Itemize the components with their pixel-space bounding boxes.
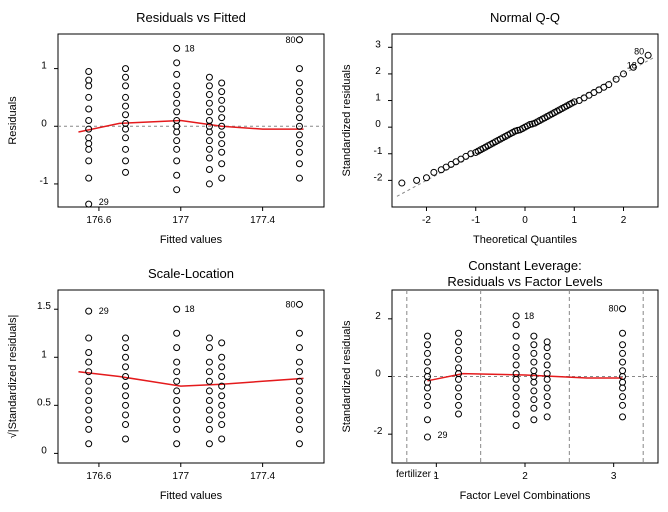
svg-text:0: 0 (375, 119, 381, 130)
svg-text:Residuals: Residuals (7, 96, 19, 145)
svg-text:176.6: 176.6 (86, 471, 111, 482)
svg-text:18: 18 (627, 61, 637, 71)
svg-text:177.4: 177.4 (250, 215, 275, 226)
svg-text:177: 177 (172, 215, 189, 226)
svg-text:29: 29 (99, 197, 109, 207)
svg-text:0.5: 0.5 (37, 397, 51, 408)
svg-text:1: 1 (375, 93, 381, 104)
svg-text:2: 2 (375, 66, 381, 77)
diagnostic-plot-grid: 176.6 177 177.4 -1 0 1 Residuals vs Fitted Fitt… (0, 0, 668, 502)
svg-text:-2: -2 (374, 172, 383, 183)
svg-text:-1: -1 (40, 176, 49, 187)
svg-text:29: 29 (99, 306, 109, 316)
svg-text:2: 2 (522, 471, 528, 482)
svg-text:-1: -1 (471, 215, 480, 226)
svg-text:Normal Q-Q: Normal Q-Q (490, 10, 560, 25)
svg-text:0: 0 (522, 215, 528, 226)
svg-text:-1: -1 (374, 146, 383, 157)
svg-text:0: 0 (41, 445, 47, 456)
panel-scale-location: 176.6 177 177.4 0 0.5 1 1.5 Scale-Location Fitte… (0, 256, 334, 512)
svg-text:18: 18 (185, 43, 195, 53)
svg-text:Standardized residuals: Standardized residuals (341, 64, 353, 176)
svg-text:29: 29 (437, 430, 447, 440)
panel-residuals-vs-fitted: 176.6 177 177.4 -1 0 1 Residuals vs Fitted Fitt… (0, 0, 334, 256)
svg-text:176.6: 176.6 (86, 215, 111, 226)
svg-text:2: 2 (621, 215, 627, 226)
svg-text:Factor Level Combinations: Factor Level Combinations (460, 490, 591, 502)
svg-text:Standardized residuals: Standardized residuals (341, 320, 353, 432)
svg-text:80: 80 (634, 46, 644, 56)
svg-text:Scale-Location: Scale-Location (148, 266, 234, 281)
svg-text:-2: -2 (374, 426, 383, 437)
svg-text:Fitted values: Fitted values (160, 490, 223, 502)
svg-text:177: 177 (172, 471, 189, 482)
svg-text:1.5: 1.5 (37, 301, 51, 312)
svg-text:√|Standardized residuals|: √|Standardized residuals| (7, 315, 19, 439)
svg-text:2: 2 (375, 311, 381, 322)
svg-text:0: 0 (41, 118, 47, 129)
svg-text:0: 0 (375, 369, 381, 380)
svg-text:Constant Leverage:: Constant Leverage: (468, 258, 581, 273)
svg-text:80: 80 (285, 299, 295, 309)
svg-text:1: 1 (41, 349, 47, 360)
svg-text:80: 80 (285, 35, 295, 45)
svg-text:1: 1 (571, 215, 577, 226)
svg-text:fertilizer :: fertilizer : (396, 469, 437, 480)
panel-normal-qq: -2 -1 0 1 2 -2 -1 0 1 2 3 Normal Q-Q Theoretical Qua… (334, 0, 668, 256)
svg-text:Theoretical Quantiles: Theoretical Quantiles (473, 234, 577, 246)
svg-text:Residuals vs Factor Levels: Residuals vs Factor Levels (447, 274, 603, 289)
svg-text:18: 18 (185, 304, 195, 314)
svg-text:Fitted values: Fitted values (160, 234, 223, 246)
svg-text:80: 80 (609, 304, 619, 314)
svg-text:3: 3 (611, 471, 617, 482)
svg-text:177.4: 177.4 (250, 471, 275, 482)
svg-text:3: 3 (375, 39, 381, 50)
svg-text:1: 1 (41, 61, 47, 72)
panel-residuals-vs-leverage: 123-202Constant Leverage:Residuals vs Fa… (334, 256, 668, 512)
svg-text:Residuals vs Fitted: Residuals vs Fitted (136, 10, 246, 25)
svg-text:-2: -2 (422, 215, 431, 226)
svg-text:18: 18 (524, 311, 534, 321)
